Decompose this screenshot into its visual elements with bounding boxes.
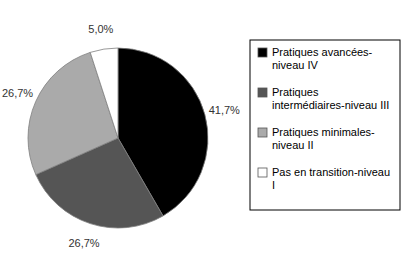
legend-swatch [258, 88, 267, 97]
data-labels: 41,7% 26,7% 26,7% 5,0% [2, 23, 240, 248]
chart: 41,7% 26,7% 26,7% 5,0% Pratiques avancées-ni… [0, 0, 405, 272]
legend-label: Pratiques minimales-niveau II [272, 126, 375, 151]
data-label: 5,0% [88, 23, 113, 35]
data-label: 26,7% [68, 237, 99, 249]
legend-label: Pratiques intermédiaires-niveau III [272, 86, 389, 111]
legend-label: Pratiques avancées-niveau IV [272, 46, 373, 71]
data-label: 26,7% [2, 87, 33, 99]
legend-swatch [258, 128, 267, 137]
legend-label: Pas en transition-niveau I [272, 166, 393, 191]
legend: Pratiques avancées-niveau IV Pratiques in… [250, 40, 400, 210]
legend-box [250, 40, 400, 210]
legend-swatch [258, 48, 267, 57]
data-label: 41,7% [209, 104, 240, 116]
pie [28, 48, 208, 228]
legend-swatch [258, 168, 267, 177]
slice [90, 48, 118, 138]
